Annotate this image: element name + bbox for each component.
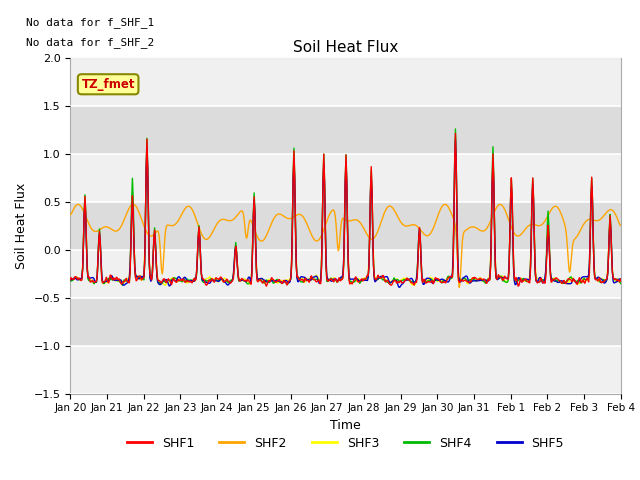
- Title: Soil Heat Flux: Soil Heat Flux: [293, 40, 398, 55]
- Bar: [70, 250, 621, 298]
- Legend: SHF1, SHF2, SHF3, SHF4, SHF5: SHF1, SHF2, SHF3, SHF4, SHF5: [122, 432, 569, 455]
- Bar: [70, 298, 621, 346]
- Bar: [70, 154, 621, 202]
- Bar: [70, 346, 621, 394]
- Y-axis label: Soil Heat Flux: Soil Heat Flux: [15, 182, 28, 269]
- Bar: [70, 106, 621, 154]
- X-axis label: Time: Time: [330, 419, 361, 432]
- Bar: [70, 202, 621, 250]
- Text: No data for f_SHF_2: No data for f_SHF_2: [26, 37, 155, 48]
- Text: TZ_fmet: TZ_fmet: [81, 78, 135, 91]
- Text: No data for f_SHF_1: No data for f_SHF_1: [26, 17, 155, 28]
- Bar: [70, 58, 621, 106]
